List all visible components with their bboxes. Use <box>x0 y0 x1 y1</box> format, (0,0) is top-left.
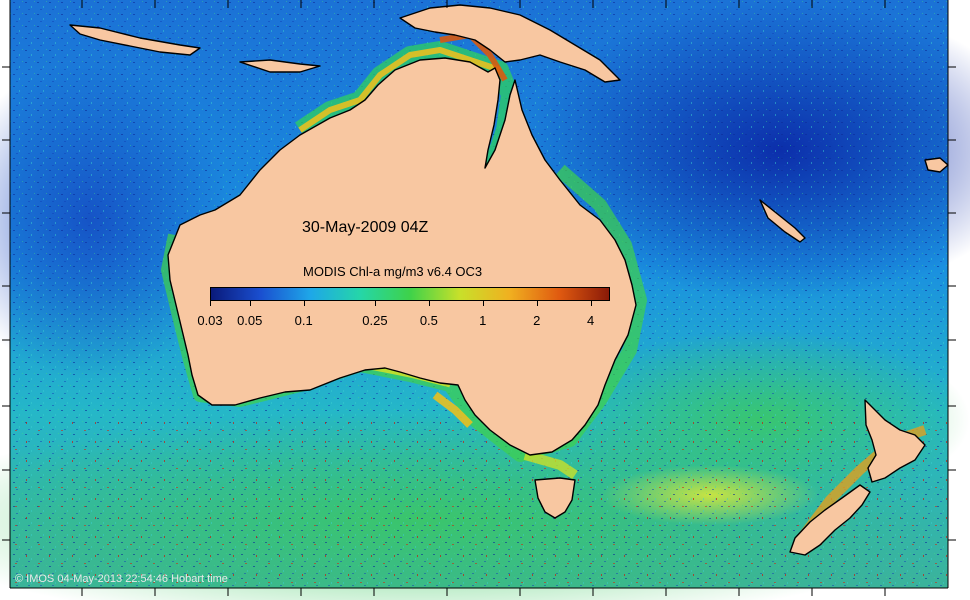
ocean-texture-south <box>10 420 948 588</box>
land-timor <box>239 59 321 73</box>
land-new-caledonia <box>759 199 806 243</box>
land-new-guinea <box>399 4 621 83</box>
land-indonesia <box>69 24 201 56</box>
graticule-ticks <box>2 0 956 596</box>
land-new-zealand-south <box>789 484 871 556</box>
land-australia <box>167 57 637 456</box>
land <box>69 4 949 556</box>
land-tasmania <box>534 477 576 519</box>
land-new-zealand-north <box>864 399 926 483</box>
land-fiji <box>924 157 949 173</box>
